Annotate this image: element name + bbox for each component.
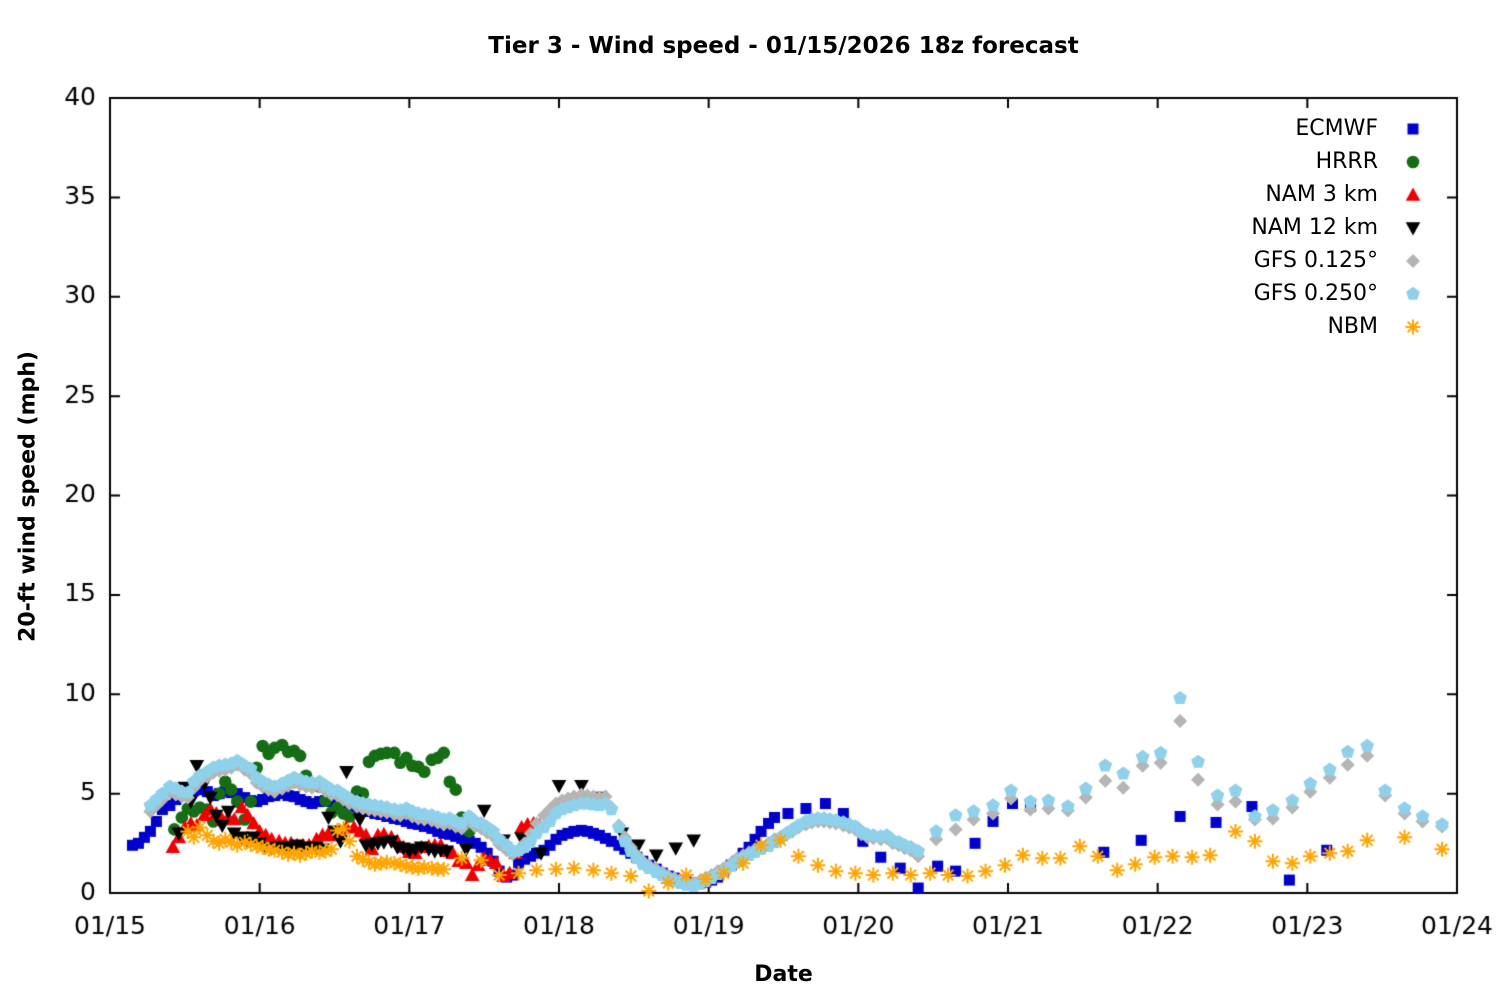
- legend-item-nam-12-km: NAM 12 km: [1251, 211, 1428, 244]
- legend-item-nbm: NBM: [1251, 310, 1428, 343]
- legend-item-gfs-0-250-: GFS 0.250°: [1251, 277, 1428, 310]
- legend-label: NBM: [1327, 314, 1378, 339]
- asterisk-marker-icon: [1398, 311, 1428, 342]
- x-axis-title: Date: [754, 962, 813, 987]
- legend-label: GFS 0.250°: [1253, 281, 1378, 306]
- legend-label: HRRR: [1315, 149, 1378, 174]
- circle-marker-icon: [1398, 146, 1428, 177]
- triangle-down-marker-icon: [1398, 212, 1428, 243]
- legend-label: NAM 3 km: [1265, 182, 1378, 207]
- y-axis-title: 20-ft wind speed (mph): [15, 351, 41, 642]
- legend-label: ECMWF: [1295, 116, 1378, 141]
- legend-item-ecmwf: ECMWF: [1251, 112, 1428, 145]
- square-marker-icon: [1398, 113, 1428, 144]
- chart-title: Tier 3 - Wind speed - 01/15/2026 18z for…: [488, 33, 1079, 59]
- diamond-marker-icon: [1398, 245, 1428, 276]
- pentagon-marker-icon: [1398, 278, 1428, 309]
- legend-item-gfs-0-125-: GFS 0.125°: [1251, 244, 1428, 277]
- legend-label: GFS 0.125°: [1253, 248, 1378, 273]
- legend-item-nam-3-km: NAM 3 km: [1251, 178, 1428, 211]
- legend: ECMWF HRRR NAM 3 km NAM 12 km GFS 0.125° GFS …: [1251, 112, 1428, 343]
- triangle-up-marker-icon: [1398, 179, 1428, 210]
- legend-item-hrrr: HRRR: [1251, 145, 1428, 178]
- legend-label: NAM 12 km: [1251, 215, 1378, 240]
